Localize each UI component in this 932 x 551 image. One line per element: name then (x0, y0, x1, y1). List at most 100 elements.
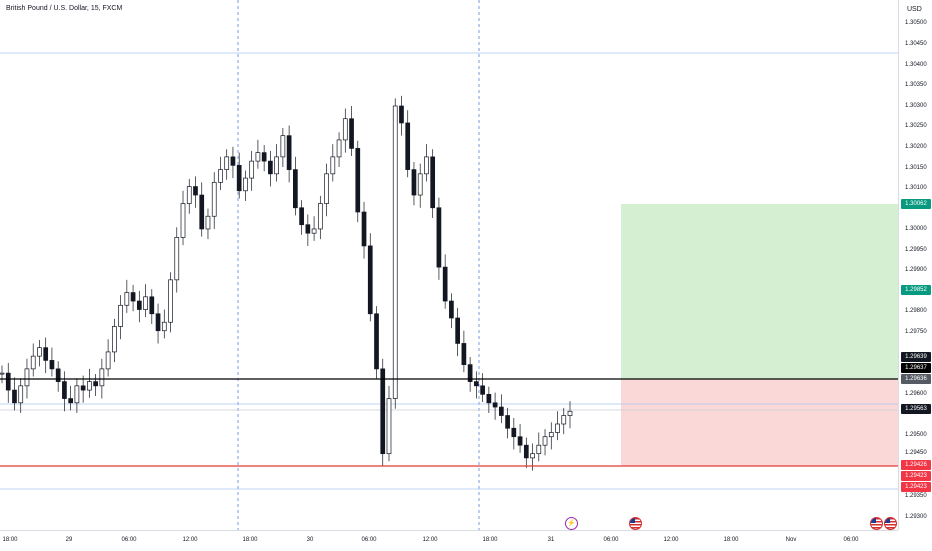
candle-body (548, 432, 554, 438)
stop-loss-label[interactable]: 1.29426 (901, 460, 931, 470)
time-tick: 06:00 (121, 537, 137, 543)
candle-body (255, 152, 261, 162)
candle-body (317, 203, 323, 230)
candle-body (330, 156, 336, 175)
candle-body (199, 194, 205, 230)
candle-body (130, 292, 136, 302)
time-tick: 18:00 (242, 537, 258, 543)
candle-body (555, 423, 560, 433)
candle-body (124, 292, 130, 306)
take-profit-label[interactable]: 1.30062 (901, 199, 931, 209)
candle-body (274, 156, 279, 175)
entry-price-label[interactable]: 1.29636 (901, 374, 931, 384)
candle-body (293, 169, 298, 209)
time-tick: 18:00 (482, 537, 498, 543)
candle-body (87, 381, 92, 391)
candle-body (530, 453, 535, 459)
time-tick: 12:00 (663, 537, 679, 543)
candle-body (474, 381, 479, 387)
candle-body (261, 152, 267, 162)
time-axis[interactable]: 18:00 29 06:00 12:00 18:00 30 06:00 12:0… (0, 530, 898, 551)
time-tick: 18:00 (723, 537, 739, 543)
time-tick: 12:00 (422, 537, 438, 543)
candle-body (342, 118, 348, 141)
price-axis[interactable]: USD 1.30500 1.30450 1.30400 1.30350 1.30… (898, 0, 932, 530)
candle-body (161, 321, 167, 332)
time-tick: 30 (306, 537, 314, 543)
candle-body (392, 105, 398, 399)
candle-body (280, 135, 286, 158)
price-tick: 1.29750 (905, 329, 927, 335)
candle-body (355, 148, 361, 213)
candle-body (417, 173, 423, 196)
candle-body (168, 279, 173, 323)
target-price-label[interactable]: 1.29852 (901, 285, 931, 295)
candle-body (486, 393, 492, 404)
candle-body (186, 186, 192, 204)
candle-body (386, 398, 392, 455)
price-tick: 1.29450 (905, 450, 927, 456)
candle-body (424, 156, 429, 175)
stop-loss-label[interactable]: 1.29423 (901, 482, 931, 492)
candle-body (99, 368, 105, 387)
candle-body (149, 296, 155, 315)
candle-body (80, 385, 86, 391)
candle-body (218, 169, 223, 183)
us-flag-icon[interactable] (870, 517, 883, 530)
candle-body (112, 326, 117, 353)
candle-body (180, 203, 186, 238)
stop-loss-label[interactable]: 1.29423 (901, 471, 931, 481)
candle-body (93, 381, 98, 387)
candle-body (49, 360, 55, 370)
candle-body (305, 224, 311, 234)
candle-body (523, 444, 529, 459)
loss-zone[interactable] (621, 379, 898, 466)
candle-body (436, 207, 442, 268)
price-tick: 1.30150 (905, 165, 927, 171)
candle-body (405, 122, 411, 170)
price-tick: 1.30250 (905, 123, 927, 129)
candle-body (361, 211, 367, 247)
candle-body (536, 444, 542, 455)
price-tick: 1.30350 (905, 82, 927, 88)
candle-body (367, 245, 373, 315)
candle-body (243, 177, 248, 192)
time-tick: 06:00 (603, 537, 619, 543)
us-flag-icon[interactable] (884, 517, 897, 530)
candle-body (268, 160, 273, 175)
candle-body (62, 381, 67, 399)
time-tick: 06:00 (361, 537, 377, 543)
candle-body (442, 266, 448, 302)
candle-body (12, 389, 17, 404)
candle-body (18, 385, 24, 404)
candle-body (55, 368, 61, 382)
candle-body (374, 313, 379, 370)
profit-zone[interactable] (621, 204, 898, 379)
candle-body (380, 368, 386, 455)
price-chart[interactable] (0, 0, 898, 530)
lightning-icon[interactable]: ⚡ (565, 517, 578, 530)
candle-body (205, 215, 211, 230)
candle-body (286, 135, 292, 170)
candle-body (505, 415, 510, 429)
us-flag-icon[interactable] (629, 517, 642, 530)
price-tick: 1.30200 (905, 144, 927, 150)
candle-body (567, 410, 573, 416)
candle-body (430, 156, 436, 209)
price-tick: 1.29500 (905, 432, 927, 438)
candle-body (336, 139, 342, 158)
price-label[interactable]: 1.29637 (901, 363, 931, 373)
time-tick: 06:00 (843, 537, 859, 543)
current-price-label[interactable]: 1.29563 (901, 404, 931, 414)
price-label[interactable]: 1.29639 (901, 352, 931, 362)
candle-body (349, 118, 354, 149)
candle-body (37, 347, 42, 357)
candle-body (136, 300, 142, 310)
chart-area[interactable]: British Pound / U.S. Dollar, 15, FXCM (0, 0, 898, 530)
chart-title: British Pound / U.S. Dollar, 15, FXCM (6, 5, 123, 12)
candle-body (30, 355, 36, 370)
candle-body (498, 406, 504, 416)
time-tick: 31 (547, 537, 555, 543)
price-tick: 1.29950 (905, 247, 927, 253)
price-tick: 1.30450 (905, 41, 927, 47)
